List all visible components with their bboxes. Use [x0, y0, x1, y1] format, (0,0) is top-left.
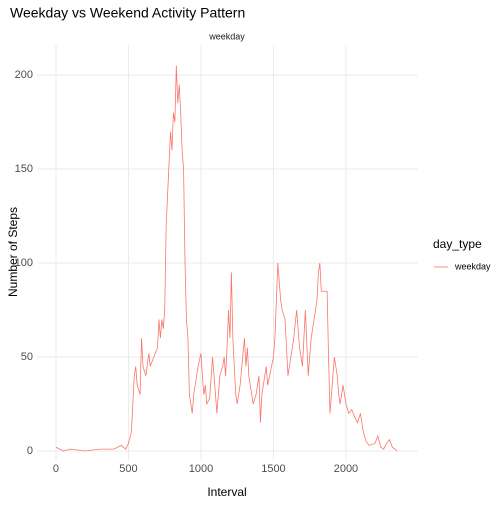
y-tick-label: 150	[15, 163, 33, 175]
chart-title: Weekday vs Weekend Activity Pattern	[10, 5, 245, 21]
x-tick-label: 500	[119, 463, 137, 475]
x-tick-label: 2000	[334, 463, 358, 475]
x-tick-label: 0	[53, 463, 59, 475]
x-tick-label: 1500	[261, 463, 285, 475]
data-line	[55, 65, 398, 452]
legend-title: day_type	[433, 237, 482, 251]
y-axis-title: Number of Steps	[6, 207, 20, 297]
x-tick-label: 1000	[189, 463, 213, 475]
legend-label: weekday	[454, 261, 491, 271]
y-tick-label: 50	[21, 351, 33, 363]
x-axis-title: Interval	[207, 485, 246, 499]
facet-label: weekday	[208, 31, 245, 41]
y-tick-label: 100	[15, 257, 33, 269]
y-tick-label: 0	[27, 445, 33, 457]
y-tick-label: 200	[15, 69, 33, 81]
